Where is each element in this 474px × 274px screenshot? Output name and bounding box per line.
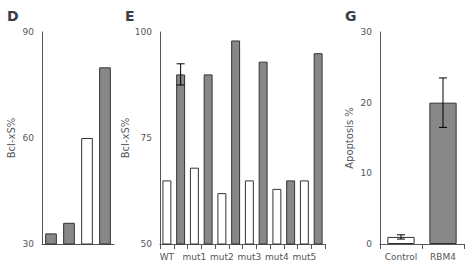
svg-text:mut1: mut1 <box>183 252 207 262</box>
svg-text:50: 50 <box>141 239 153 249</box>
svg-text:WT: WT <box>160 252 175 262</box>
svg-text:mut3: mut3 <box>238 252 262 262</box>
svg-text:10: 10 <box>361 168 373 178</box>
svg-text:20: 20 <box>361 98 373 108</box>
svg-text:90: 90 <box>23 27 35 37</box>
svg-text:Bcl-xS%: Bcl-xS% <box>120 118 131 159</box>
svg-text:mut4: mut4 <box>265 252 289 262</box>
svg-text:30: 30 <box>23 239 35 249</box>
svg-text:D: D <box>7 8 19 24</box>
svg-text:75: 75 <box>141 133 152 143</box>
svg-text:G: G <box>345 8 357 24</box>
svg-text:0: 0 <box>366 239 372 249</box>
svg-text:100: 100 <box>135 27 152 37</box>
svg-text:RBM4: RBM4 <box>430 252 456 262</box>
svg-text:Bcl-xS%: Bcl-xS% <box>6 118 17 159</box>
svg-text:mut2: mut2 <box>210 252 234 262</box>
svg-text:E: E <box>125 8 135 24</box>
svg-text:Control: Control <box>385 252 418 262</box>
svg-text:60: 60 <box>23 133 35 143</box>
svg-text:30: 30 <box>361 27 373 37</box>
svg-text:Apoptosis %: Apoptosis % <box>344 107 355 169</box>
svg-text:mut5: mut5 <box>293 252 317 262</box>
